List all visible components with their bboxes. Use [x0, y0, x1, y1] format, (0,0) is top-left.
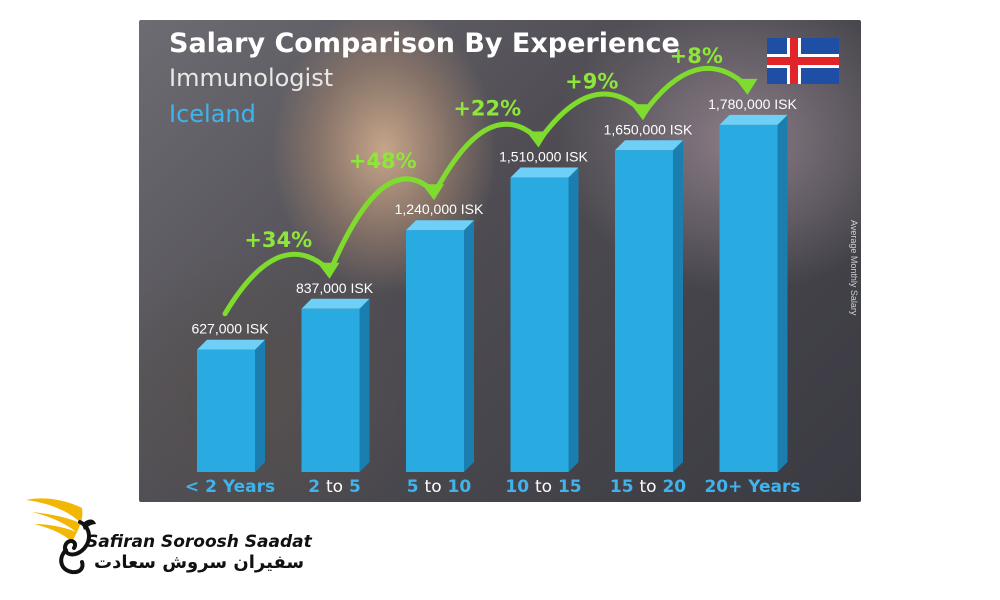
bar-top	[719, 114, 788, 125]
increase-label: +22%	[453, 97, 521, 121]
increase-arrow	[536, 91, 644, 145]
bar-top	[615, 140, 683, 151]
value-label: 1,240,000 ISK	[395, 201, 484, 217]
category-label: 5 to 10	[407, 477, 472, 497]
chart-panel: Salary Comparison By Experience Immunolo…	[139, 20, 861, 502]
salary-chart: Salary Comparison By Experience Immunolo…	[169, 28, 859, 497]
bar-top	[510, 167, 579, 178]
logo-name-english: Safiran Soroosh Saadat	[86, 532, 312, 552]
bar-side	[359, 298, 370, 472]
bar	[615, 150, 673, 472]
value-label: 837,000 ISK	[296, 280, 374, 296]
increase-arrow	[222, 251, 330, 317]
bar	[301, 308, 360, 472]
category-label: 2 to 5	[308, 477, 361, 497]
category-label: 15 to 20	[610, 477, 686, 497]
increase-label: +48%	[349, 149, 417, 173]
increase-arrows-layer	[222, 66, 758, 317]
increase-label: +34%	[244, 228, 312, 252]
value-label: 627,000 ISK	[191, 321, 269, 337]
bar-side	[464, 220, 474, 472]
bars-layer	[197, 114, 788, 473]
bar	[510, 177, 569, 473]
bar-top	[406, 220, 474, 231]
bar-side	[777, 114, 788, 473]
bar-side	[673, 140, 683, 472]
bar-side	[255, 339, 265, 472]
chart-country: Iceland	[169, 100, 256, 128]
company-logo: Safiran Soroosh Saadat سفیران سروش سعادت	[22, 494, 312, 584]
griffin-wing-logo-icon	[26, 498, 96, 575]
category-label: 10 to 15	[505, 477, 581, 497]
increase-arrow	[640, 66, 748, 117]
logo-name-persian: سفیران سروش سعادت	[94, 552, 305, 573]
iceland-flag-icon	[767, 38, 839, 84]
bar	[406, 230, 464, 472]
increase-arrowhead	[735, 78, 758, 95]
chart-title: Salary Comparison By Experience	[169, 28, 680, 59]
increase-label: +9%	[565, 69, 618, 93]
y-axis-label: Average Monthly Salary	[849, 220, 859, 316]
bar-top	[197, 339, 265, 350]
value-label: 1,650,000 ISK	[604, 121, 693, 137]
category-label: 20+ Years	[704, 477, 800, 497]
bar-side	[568, 167, 579, 473]
bar	[197, 349, 255, 472]
value-label: 1,510,000 ISK	[499, 149, 588, 165]
bar	[719, 124, 778, 473]
category-label: < 2 Years	[185, 477, 275, 497]
bar-top	[301, 298, 370, 309]
increase-arrow	[431, 121, 539, 197]
increase-label: +8%	[670, 44, 723, 68]
increase-arrow	[327, 176, 435, 276]
chart-subtitle: Immunologist	[169, 64, 333, 92]
labels-layer: 627,000 ISK < 2 Years 837,000 ISK 2 to 5 1,2…	[185, 44, 801, 497]
value-label: 1,780,000 ISK	[708, 96, 797, 112]
